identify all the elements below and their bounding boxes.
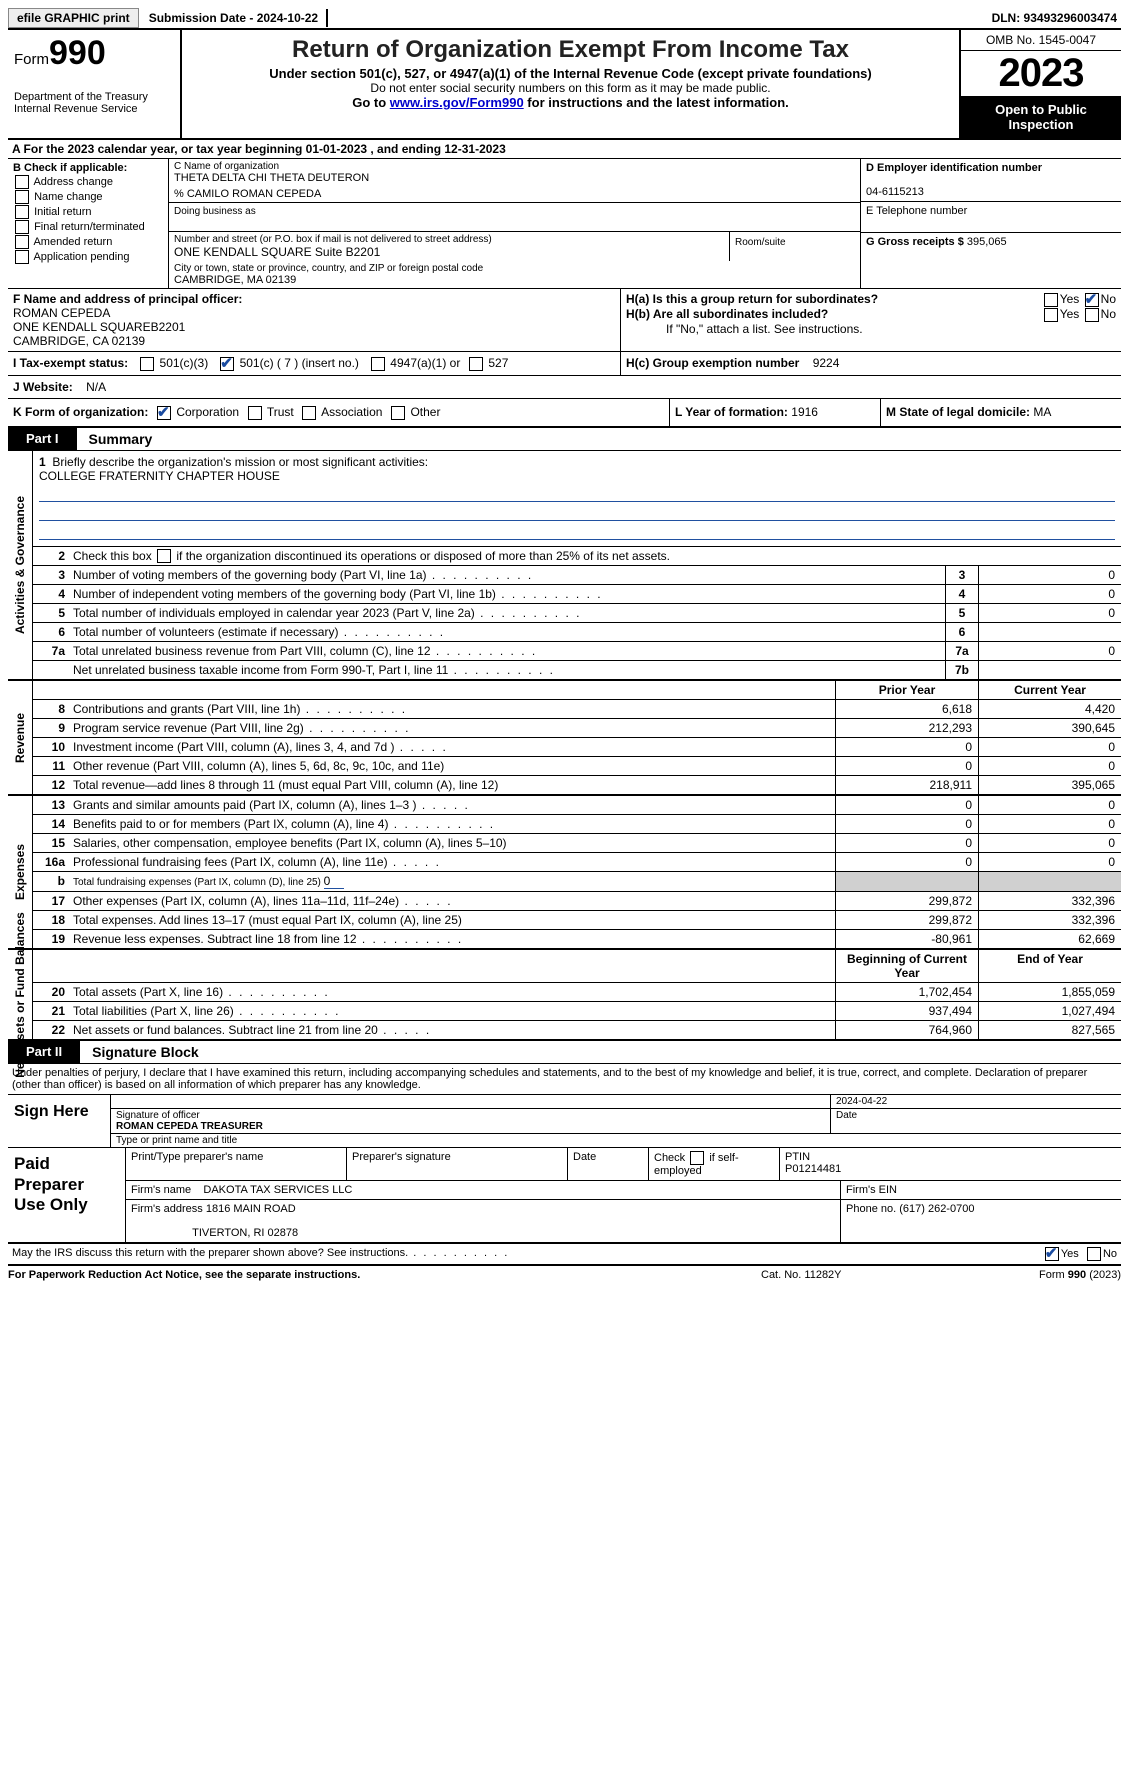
box-b: B Check if applicable: Address change Na… [8, 159, 169, 288]
ha-yes[interactable] [1044, 293, 1058, 307]
ha-no[interactable] [1085, 293, 1099, 307]
part2-header: Part II Signature Block [8, 1041, 1121, 1064]
chk-527[interactable] [469, 357, 483, 371]
care-of: % CAMILO ROMAN CEPEDA [174, 188, 855, 200]
line20: Total assets (Part X, line 16) [69, 983, 835, 1001]
line3: Number of voting members of the governin… [69, 566, 945, 584]
line18: Total expenses. Add lines 13–17 (must eq… [69, 911, 835, 929]
box-h: H(a) Is this a group return for subordin… [621, 289, 1121, 351]
line1-mission: 1 Briefly describe the organization's mi… [33, 451, 1121, 547]
hb-yes[interactable] [1044, 308, 1058, 322]
side-governance: Activities & Governance [8, 451, 33, 680]
top-bar: efile GRAPHIC print Submission Date - 20… [8, 8, 1121, 30]
discuss-row: May the IRS discuss this return with the… [8, 1244, 1121, 1266]
chk-app-pending[interactable] [15, 250, 29, 264]
org-name: THETA DELTA CHI THETA DEUTERON [174, 172, 855, 184]
perjury-declaration: Under penalties of perjury, I declare th… [8, 1064, 1121, 1095]
row-i-tax-status: I Tax-exempt status: 501(c)(3) 501(c) ( … [8, 352, 620, 375]
line21: Total liabilities (Part X, line 26) [69, 1002, 835, 1020]
line5: Total number of individuals employed in … [69, 604, 945, 622]
line15: Salaries, other compensation, employee b… [69, 834, 835, 852]
chk-trust[interactable] [248, 406, 262, 420]
dln: DLN: 93493296003474 [992, 11, 1121, 25]
paid-preparer: Paid Preparer Use Only Print/Type prepar… [8, 1148, 1121, 1244]
chk-assoc[interactable] [302, 406, 316, 420]
line7b: Net unrelated business taxable income fr… [69, 661, 945, 679]
irs-link[interactable]: www.irs.gov/Form990 [390, 95, 524, 110]
line16b: Total fundraising expenses (Part IX, col… [69, 872, 835, 891]
subtitle-goto: Go to www.irs.gov/Form990 for instructio… [190, 95, 951, 110]
chk-name-change[interactable] [15, 190, 29, 204]
subtitle-section: Under section 501(c), 527, or 4947(a)(1)… [190, 66, 951, 81]
line22: Net assets or fund balances. Subtract li… [69, 1021, 835, 1039]
side-netassets: Net Assets or Fund Balances [8, 950, 33, 1039]
box-deg: D Employer identification number 04-6115… [861, 159, 1121, 288]
row-l-year: L Year of formation: 1916 [669, 399, 880, 426]
omb-number: OMB No. 1545-0047 [961, 30, 1121, 51]
line7a: Total unrelated business revenue from Pa… [69, 642, 945, 660]
line6: Total number of volunteers (estimate if … [69, 623, 945, 641]
chk-discontinued[interactable] [157, 549, 171, 563]
form-header: Form990 Department of the Treasury Inter… [8, 30, 1121, 140]
city-state-zip: CAMBRIDGE, MA 02139 [174, 274, 855, 286]
open-inspection: Open to Public Inspection [961, 96, 1121, 138]
tax-year: 2023 [961, 51, 1121, 96]
line10: Investment income (Part VIII, column (A)… [69, 738, 835, 756]
line14: Benefits paid to or for members (Part IX… [69, 815, 835, 833]
line4: Number of independent voting members of … [69, 585, 945, 603]
chk-initial-return[interactable] [15, 205, 29, 219]
line19: Revenue less expenses. Subtract line 18 … [69, 930, 835, 948]
chk-final-return[interactable] [15, 220, 29, 234]
gross-receipts: 395,065 [967, 236, 1007, 248]
subtitle-ssn: Do not enter social security numbers on … [190, 81, 951, 95]
hb-no[interactable] [1085, 308, 1099, 322]
chk-self-employed[interactable] [690, 1151, 704, 1165]
discuss-no[interactable] [1087, 1247, 1101, 1261]
line8: Contributions and grants (Part VIII, lin… [69, 700, 835, 718]
line17: Other expenses (Part IX, column (A), lin… [69, 892, 835, 910]
side-revenue: Revenue [8, 681, 33, 794]
chk-501c[interactable] [220, 357, 234, 371]
discuss-yes[interactable] [1045, 1247, 1059, 1261]
row-j-website: J Website: N/A [8, 376, 1121, 398]
row-m-state: M State of legal domicile: MA [880, 399, 1121, 426]
line2: Check this box if the organization disco… [69, 547, 1121, 566]
row-k-form-org: K Form of organization: Corporation Trus… [8, 399, 669, 426]
page-footer: For Paperwork Reduction Act Notice, see … [8, 1266, 1121, 1281]
chk-address-change[interactable] [15, 175, 29, 189]
chk-corp[interactable] [157, 406, 171, 420]
row-hc: H(c) Group exemption number 9224 [620, 352, 1121, 375]
part1-header: Part I Summary [8, 428, 1121, 451]
street-address: ONE KENDALL SQUARE Suite B2201 [174, 245, 724, 259]
chk-other[interactable] [391, 406, 405, 420]
dept-label: Department of the Treasury Internal Reve… [14, 91, 174, 115]
ein: 04-6115213 [866, 186, 924, 198]
row-a-period: A For the 2023 calendar year, or tax yea… [8, 140, 1121, 159]
box-f: F Name and address of principal officer:… [8, 289, 621, 351]
chk-501c3[interactable] [140, 357, 154, 371]
line16a: Professional fundraising fees (Part IX, … [69, 853, 835, 871]
form-title: Return of Organization Exempt From Incom… [190, 36, 951, 64]
chk-amended[interactable] [15, 235, 29, 249]
line9: Program service revenue (Part VIII, line… [69, 719, 835, 737]
submission-date: Submission Date - 2024-10-22 [141, 9, 328, 27]
line12: Total revenue—add lines 8 through 11 (mu… [69, 776, 835, 794]
chk-4947[interactable] [371, 357, 385, 371]
line11: Other revenue (Part VIII, column (A), li… [69, 757, 835, 775]
form-number: Form990 [14, 34, 174, 73]
sign-here: Sign Here 2024-04-22 Signature of office… [8, 1095, 1121, 1148]
box-c: C Name of organization THETA DELTA CHI T… [169, 159, 861, 288]
efile-print-button[interactable]: efile GRAPHIC print [8, 8, 139, 28]
line13: Grants and similar amounts paid (Part IX… [69, 796, 835, 814]
